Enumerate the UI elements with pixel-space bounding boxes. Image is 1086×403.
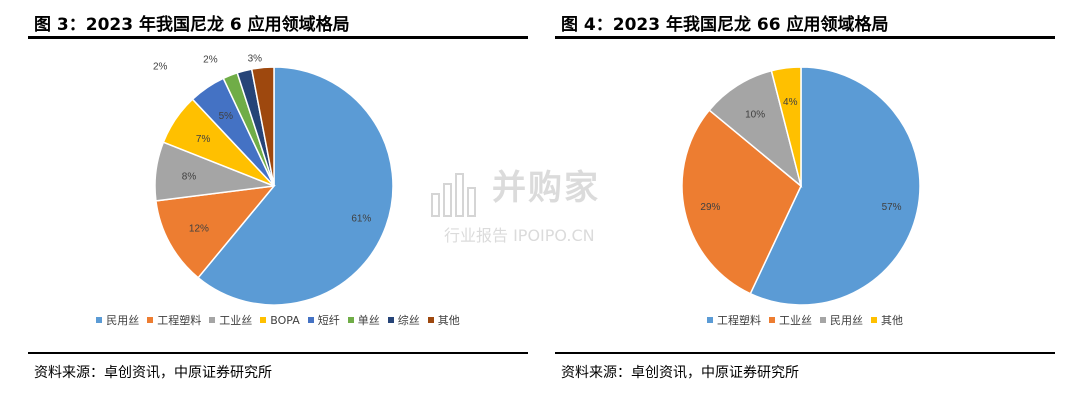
- legend-label: 工程塑料: [717, 314, 761, 327]
- legend-swatch: [347, 317, 354, 323]
- chart-title: 图 3：2023 年我国尼龙 6 应用领域格局: [34, 15, 350, 35]
- legend-item: 工程塑料: [707, 312, 761, 328]
- slice-value-label: 4%: [783, 97, 798, 108]
- legend-label: 民用丝: [106, 314, 140, 327]
- legend-swatch: [260, 317, 267, 323]
- slice-value-label: 12%: [189, 223, 209, 234]
- legend-swatch: [707, 317, 713, 323]
- slice-value-label: 61%: [351, 213, 371, 224]
- top-rule: [28, 36, 528, 39]
- legend-item: 民用丝: [820, 312, 863, 328]
- legend-swatch: [769, 317, 775, 323]
- slice-value-label: 2%: [153, 61, 168, 72]
- legend-label: 民用丝: [830, 314, 863, 327]
- pie-slice: [155, 185, 276, 279]
- source-note: 资料来源：卓创资讯，中原证券研究所: [34, 365, 272, 381]
- legend-swatch: [209, 317, 216, 323]
- legend-label: 其他: [881, 314, 903, 327]
- legend-item: 综丝: [387, 312, 420, 328]
- legend-label: 工业丝: [219, 314, 253, 327]
- slice-value-label: 29%: [700, 202, 720, 213]
- legend-item: 其他: [871, 312, 903, 328]
- legend-label: 短纤: [317, 314, 340, 327]
- legend-swatch: [427, 317, 434, 323]
- legend-label: 工程塑料: [157, 314, 202, 327]
- legend-swatch: [307, 317, 314, 323]
- legend-swatch: [147, 317, 154, 323]
- legend-item: 民用丝: [96, 312, 139, 328]
- legend-item: 工程塑料: [147, 312, 201, 328]
- legend-label: 其他: [437, 314, 460, 327]
- slice-value-label: 5%: [219, 111, 234, 122]
- legend-item: 工业丝: [209, 312, 252, 328]
- bottom-rule: [555, 352, 1055, 354]
- pie-slice: [749, 66, 921, 306]
- slice-value-label: 10%: [745, 110, 765, 121]
- legend-item: BOPA: [260, 314, 300, 327]
- legend-item: 短纤: [307, 312, 340, 328]
- legend-swatch: [387, 317, 394, 323]
- legend-swatch: [96, 317, 103, 323]
- top-rule: [555, 36, 1055, 39]
- slice-value-label: 2%: [203, 55, 218, 66]
- chart-legend: 民用丝 工程塑料 工业丝 BOPA 短纤 单丝 综丝 其他: [28, 312, 528, 328]
- source-note: 资料来源：卓创资讯，中原证券研究所: [561, 365, 799, 381]
- legend-item: 其他: [427, 312, 460, 328]
- chart-title: 图 4：2023 年我国尼龙 66 应用领域格局: [561, 15, 889, 35]
- chart-legend: 工程塑料 工业丝 民用丝 其他: [555, 312, 1055, 328]
- legend-item: 工业丝: [769, 312, 812, 328]
- legend-label: BOPA: [270, 314, 300, 327]
- slice-value-label: 8%: [182, 171, 197, 182]
- pie-slice: [250, 66, 275, 187]
- slice-value-label: 57%: [882, 202, 902, 213]
- pie-chart-nylon6: 61% 12% 8% 7% 5% 2% 2% 3%: [153, 54, 394, 306]
- legend-label: 工业丝: [779, 314, 812, 327]
- pie-slice: [197, 66, 394, 306]
- pie-slice: [681, 109, 802, 295]
- slice-value-label: 3%: [248, 54, 263, 65]
- pie-slice: [770, 66, 802, 187]
- slice-value-label: 7%: [196, 134, 211, 145]
- legend-label: 单丝: [357, 314, 380, 327]
- legend-label: 综丝: [397, 314, 420, 327]
- legend-swatch: [820, 317, 826, 323]
- legend-item: 单丝: [347, 312, 380, 328]
- pie-chart-nylon66: 57% 29% 10% 4%: [681, 66, 921, 306]
- bottom-rule: [28, 352, 528, 354]
- legend-swatch: [871, 317, 877, 323]
